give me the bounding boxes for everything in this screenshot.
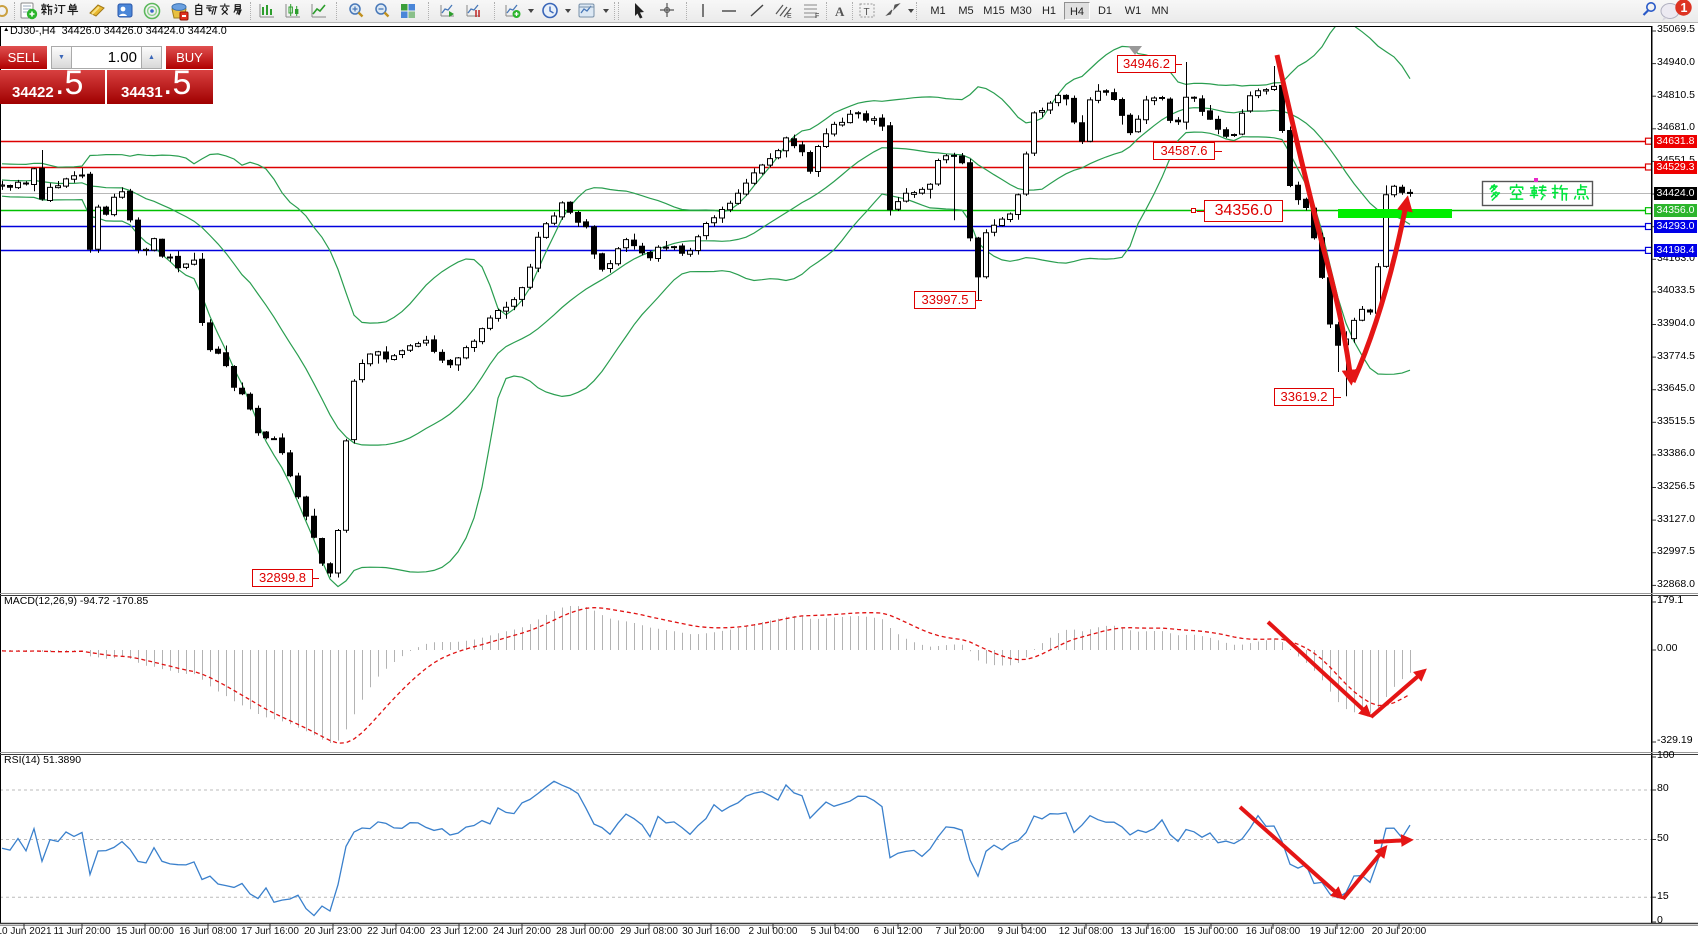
svg-text:E: E (787, 13, 792, 20)
svg-text:T: T (864, 7, 870, 18)
svg-text:1: 1 (1681, 1, 1688, 15)
svg-text:F: F (815, 13, 819, 20)
svg-text:A: A (835, 4, 845, 19)
